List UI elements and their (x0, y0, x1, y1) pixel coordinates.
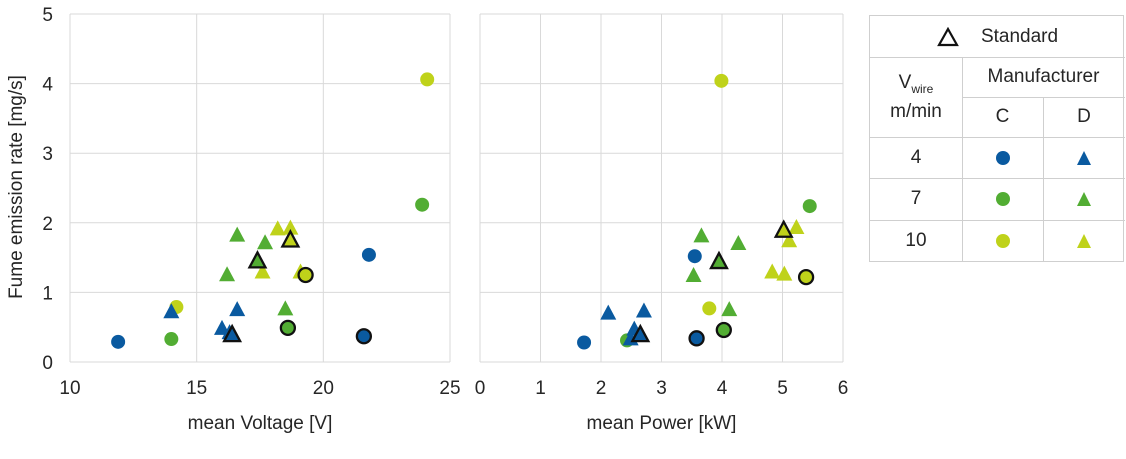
x-tick-label: 3 (656, 378, 667, 399)
standard-triangle-icon (937, 26, 959, 46)
legend-d-7-marker (1043, 178, 1125, 220)
x-tick-label: 25 (439, 378, 460, 399)
y-tick-label: 1 (42, 283, 53, 304)
triangle-point (269, 220, 286, 236)
x-tick-label: 20 (313, 378, 334, 399)
y-axis-label: Fume emission rate [mg/s] (6, 75, 27, 299)
x-tick-label: 5 (777, 378, 788, 399)
x-axis-label: mean Voltage [V] (188, 413, 333, 434)
legend: Standard Vwire m/min Manufacturer C D 4 … (869, 15, 1125, 262)
triangle-point (730, 234, 747, 250)
x-tick-label: 10 (59, 378, 80, 399)
column-d-header: D (1077, 106, 1091, 127)
standard-circle-point (715, 321, 732, 339)
circle-point (714, 73, 729, 88)
x-tick-label: 15 (186, 378, 207, 399)
vwire-unit: m/min (890, 101, 942, 123)
circle-point (361, 247, 376, 262)
triangle-point (693, 227, 710, 243)
x-axis-label: mean Power [kW] (587, 413, 737, 434)
green-triangle-icon (1077, 192, 1091, 206)
triangle-point (776, 265, 793, 281)
circle-point (420, 72, 435, 87)
standard-label: Standard (980, 25, 1059, 47)
standard-triangle-point (222, 323, 243, 343)
triangle-point (635, 302, 652, 318)
y-tick-label: 0 (42, 353, 53, 374)
yellow-circle-icon (995, 234, 1010, 248)
standard-circle-point (279, 319, 297, 337)
triangle-point (277, 300, 294, 316)
legend-c-10-marker (962, 220, 1043, 262)
triangle-point (764, 263, 781, 279)
y-tick-label: 2 (42, 214, 53, 235)
legend-c-7-marker (962, 178, 1043, 220)
blue-triangle-icon (1077, 150, 1091, 165)
triangle-point (163, 303, 180, 319)
standard-circle-point (797, 268, 815, 286)
triangle-point (600, 304, 617, 320)
manufacturer-header: Manufacturer (987, 66, 1100, 87)
x-tick-label: 0 (475, 378, 486, 399)
triangle-point (781, 232, 798, 248)
triangle-point (219, 266, 236, 282)
y-tick-label: 4 (42, 75, 53, 96)
circle-point (415, 197, 430, 212)
blue-circle-icon (995, 150, 1010, 165)
vwire-subscript: wire (911, 81, 934, 96)
green-circle-icon (995, 192, 1010, 206)
column-c-header: C (995, 106, 1010, 127)
legend-d-10-marker (1043, 220, 1125, 262)
standard-triangle-point (709, 250, 729, 270)
legend-speed-10: 10 (905, 230, 927, 251)
circle-point (164, 332, 179, 347)
power-panel: 0 1 2 3 4 5 6 mean Power [kW] (475, 13, 849, 434)
legend-d-4-marker (1043, 137, 1125, 178)
x-tick-label: 6 (838, 378, 849, 399)
vwire-header: Vwire m/min (870, 57, 962, 137)
circle-point (802, 199, 817, 214)
standard-triangle-point (280, 229, 301, 248)
triangle-point (229, 226, 246, 242)
legend-speed-4: 4 (910, 146, 922, 168)
x-tick-label: 2 (596, 378, 607, 399)
standard-circle-point (355, 328, 373, 345)
triangle-point (721, 301, 738, 317)
yellow-triangle-icon (1077, 234, 1091, 248)
standard-circle-point (688, 330, 705, 347)
legend-standard-row: Standard (870, 16, 1125, 57)
circle-point (702, 301, 717, 316)
triangle-point (229, 301, 246, 317)
standard-circle-point (297, 266, 314, 284)
vwire-symbol: V (898, 71, 912, 93)
triangle-point (282, 219, 299, 235)
legend-c-4-marker (962, 137, 1043, 178)
circle-point (687, 249, 702, 264)
voltage-panel: 10 15 20 25 0 1 2 3 4 5 mean Voltage [V] (42, 5, 460, 434)
triangle-point (685, 267, 702, 282)
circle-point (111, 334, 126, 349)
standard-triangle-point (630, 323, 651, 343)
x-tick-label: 4 (717, 378, 728, 399)
circle-point (577, 335, 592, 350)
figure: 10 15 20 25 0 1 2 3 4 5 mean Voltage [V] 0 1 2 3 4 5 6 me… (6, 5, 849, 434)
y-tick-label: 5 (42, 5, 53, 26)
legend-speed-7: 7 (910, 188, 922, 209)
triangle-point (788, 218, 805, 234)
x-tick-label: 1 (535, 378, 546, 399)
y-tick-label: 3 (42, 144, 53, 165)
standard-triangle-point (773, 219, 794, 238)
triangle-point (257, 234, 274, 250)
triangle-point (254, 263, 271, 279)
standard-triangle-point (247, 249, 268, 269)
